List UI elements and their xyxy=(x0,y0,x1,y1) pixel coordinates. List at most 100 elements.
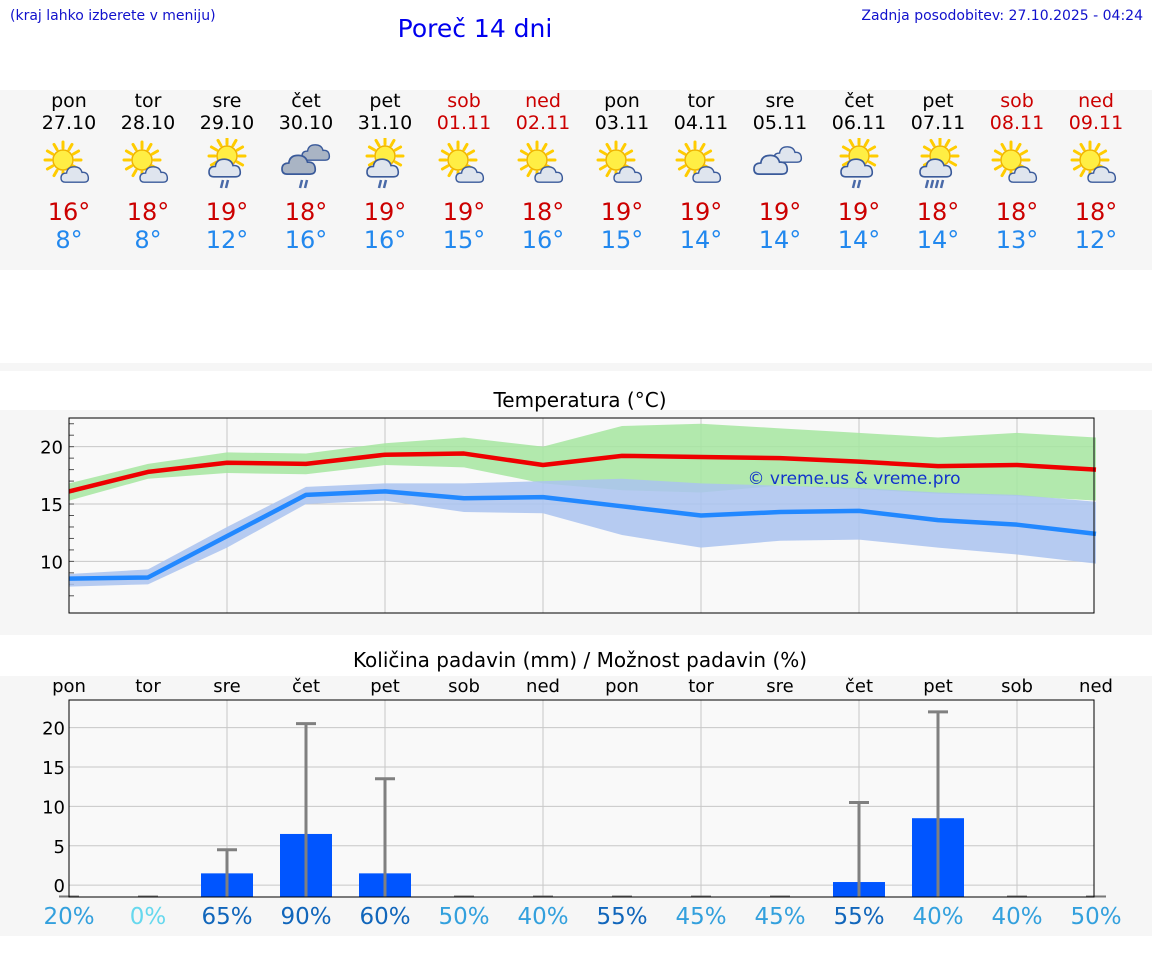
max-temp: 19° xyxy=(442,198,486,226)
day-column[interactable]: čet 06.11 19° 14° xyxy=(819,90,899,254)
sun-cloud-icon xyxy=(43,140,90,183)
x-category-label: pon xyxy=(52,676,86,697)
day-column[interactable]: pon 27.10 16° 8° xyxy=(29,90,109,254)
min-temp: 14° xyxy=(679,226,723,254)
min-temp: 14° xyxy=(837,226,881,254)
cloud-rain-icon xyxy=(281,144,331,189)
max-temp: 16° xyxy=(47,198,91,226)
day-column[interactable]: čet 30.10 18° 16° xyxy=(266,90,346,254)
day-date: 08.11 xyxy=(989,112,1045,134)
y-tick-label: 10 xyxy=(40,552,63,573)
day-date: 29.10 xyxy=(199,112,255,134)
day-name: tor xyxy=(687,90,715,112)
temperature-range-band xyxy=(69,478,1096,587)
x-category-label: pet xyxy=(370,676,400,697)
x-category-label: tor xyxy=(688,676,714,697)
day-column[interactable]: pet 31.10 19° 16° xyxy=(345,90,425,254)
day-column[interactable]: sre 05.11 19° 14° xyxy=(740,90,820,254)
day-column[interactable]: pet 07.11 18° 14° xyxy=(898,90,978,254)
day-name: ned xyxy=(525,90,561,112)
x-category-label: pon xyxy=(605,676,639,697)
temperature-chart-title: Temperatura (°C) xyxy=(493,388,667,412)
day-column[interactable]: ned 02.11 18° 16° xyxy=(503,90,583,254)
day-date: 02.11 xyxy=(515,112,571,134)
x-category-label: pet xyxy=(923,676,953,697)
max-temp: 19° xyxy=(679,198,723,226)
precipitation-probability: 65% xyxy=(201,904,253,930)
min-temp: 12° xyxy=(205,226,249,254)
precipitation-probability: 90% xyxy=(280,904,332,930)
day-date: 06.11 xyxy=(831,112,887,134)
min-temp: 16° xyxy=(521,226,565,254)
sun-cloud-heavy-rain-icon xyxy=(919,138,960,189)
min-temp: 14° xyxy=(916,226,960,254)
x-category-label: čet xyxy=(291,676,321,697)
precipitation-probability: 50% xyxy=(1070,904,1122,930)
precipitation-probability: 55% xyxy=(596,904,648,930)
plot-border xyxy=(68,699,1095,898)
precipitation-probability: 60% xyxy=(359,904,411,930)
precipitation-probability: 50% xyxy=(438,904,490,930)
day-date: 27.10 xyxy=(41,112,97,134)
y-tick-label: 15 xyxy=(40,495,63,516)
sun-cloud-icon xyxy=(596,140,643,183)
x-category-label: ned xyxy=(526,676,560,697)
min-temp: 16° xyxy=(363,226,407,254)
day-column[interactable]: sob 08.11 18° 13° xyxy=(977,90,1057,254)
daily-forecast-band xyxy=(0,90,1152,270)
day-column[interactable]: tor 04.11 19° 14° xyxy=(661,90,741,254)
temperature-line xyxy=(68,451,1097,494)
min-temp: 16° xyxy=(284,226,328,254)
x-category-label: čet xyxy=(844,676,874,697)
y-tick-label: 0 xyxy=(54,876,65,897)
max-temp: 19° xyxy=(205,198,249,226)
y-tick-label: 10 xyxy=(42,797,65,818)
day-column[interactable]: tor 28.10 18° 8° xyxy=(108,90,188,254)
location-hint[interactable]: (kraj lahko izberete v meniju) xyxy=(10,8,216,24)
precipitation-probability: 40% xyxy=(912,904,964,930)
day-name: pon xyxy=(51,90,87,112)
max-temp: 18° xyxy=(916,198,960,226)
x-category-label: sob xyxy=(448,676,480,697)
max-temp: 18° xyxy=(521,198,565,226)
sun-cloud-icon xyxy=(1070,140,1117,183)
max-temp: 18° xyxy=(126,198,170,226)
y-tick-label: 20 xyxy=(42,719,65,740)
sun-cloud-icon xyxy=(122,140,169,183)
day-name: pet xyxy=(369,90,401,112)
day-name: tor xyxy=(134,90,162,112)
day-column[interactable]: pon 03.11 19° 15° xyxy=(582,90,662,254)
sun-cloud-icon xyxy=(991,140,1038,183)
day-name: sre xyxy=(212,90,242,112)
min-temp: 12° xyxy=(1074,226,1118,254)
last-updated: Zadnja posodobitev: 27.10.2025 - 04:24 xyxy=(861,8,1143,24)
sun-cloud-icon xyxy=(517,140,564,183)
temperature-line xyxy=(68,489,1097,581)
watermark: © vreme.us & vreme.pro xyxy=(747,469,960,489)
sun-cloud-rain-icon xyxy=(839,138,879,189)
max-temp: 18° xyxy=(284,198,328,226)
max-temp: 19° xyxy=(837,198,881,226)
day-column[interactable]: sre 29.10 19° 12° xyxy=(187,90,267,254)
day-column[interactable]: sob 01.11 19° 15° xyxy=(424,90,504,254)
day-date: 07.11 xyxy=(910,112,966,134)
day-date: 03.11 xyxy=(594,112,650,134)
max-temp: 19° xyxy=(758,198,802,226)
min-temp: 13° xyxy=(995,226,1039,254)
precipitation-probability: 40% xyxy=(991,904,1043,930)
x-category-label: sre xyxy=(766,676,794,697)
precipitation-probability: 40% xyxy=(517,904,569,930)
day-column[interactable]: ned 09.11 18° 12° xyxy=(1056,90,1136,254)
max-temp: 18° xyxy=(1074,198,1118,226)
day-name: sob xyxy=(1000,90,1034,112)
day-name: pet xyxy=(922,90,954,112)
day-date: 28.10 xyxy=(120,112,176,134)
precipitation-probability: 20% xyxy=(43,904,95,930)
precipitation-probability: 45% xyxy=(675,904,727,930)
day-date: 01.11 xyxy=(436,112,492,134)
min-temp: 15° xyxy=(442,226,486,254)
precipitation-chart-title: Količina padavin (mm) / Možnost padavin … xyxy=(352,648,808,672)
sun-cloud-icon xyxy=(438,140,485,183)
